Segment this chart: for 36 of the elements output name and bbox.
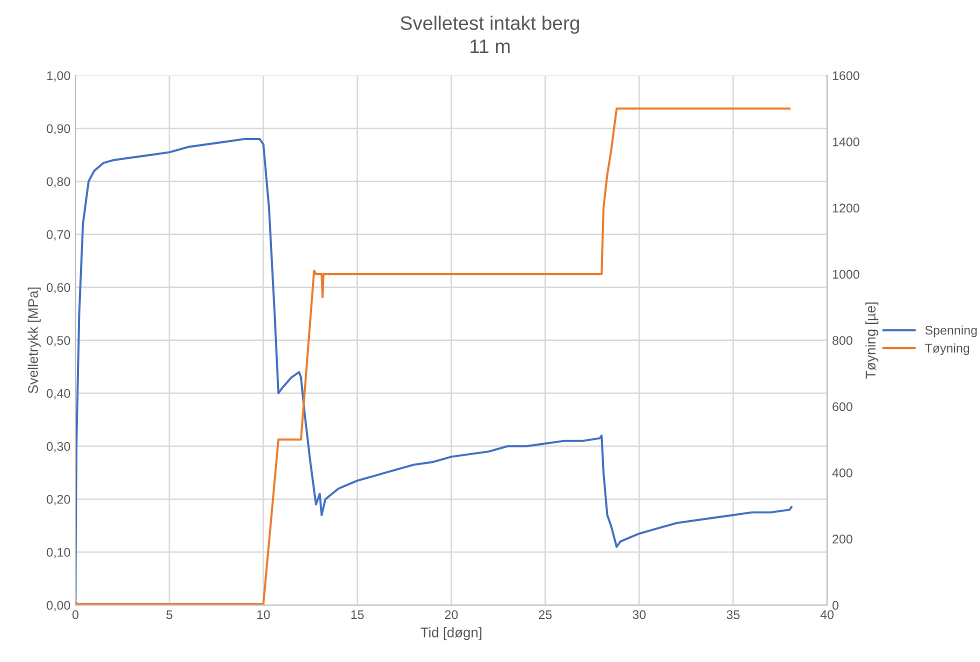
x-tick-label: 40	[820, 610, 834, 620]
y2-tick-label: 1600	[832, 71, 860, 80]
x-tick-label: 30	[632, 610, 646, 620]
chart-subtitle: 11 m	[470, 40, 510, 53]
legend-label: Spenning	[925, 325, 977, 338]
y-tick-label: 1,00	[47, 71, 70, 82]
x-tick-label: 20	[444, 610, 458, 620]
y2-tick-label: 1400	[832, 137, 860, 146]
legend-label: Tøyning	[925, 343, 970, 356]
y-tick-label: 0,30	[46, 442, 70, 452]
y2-tick-label: 1200	[832, 204, 860, 213]
x-tick-label: 5	[166, 610, 172, 620]
y-tick-label: 0,10	[46, 548, 70, 558]
y2-tick-label: 600	[832, 402, 852, 412]
x-tick-label: 0	[72, 610, 78, 620]
y-tick-label: 0,80	[46, 177, 70, 188]
chart-title: Svelletest intakt berg	[400, 16, 579, 34]
y-tick-label: 0,50	[46, 336, 70, 346]
y-tick-label: 0,70	[46, 230, 70, 240]
x-axis-title: Tid [døgn]	[420, 627, 482, 640]
y-tick-label: 0,40	[46, 389, 70, 400]
x-tick-label: 15	[351, 610, 364, 620]
y2-tick-label: 800	[832, 336, 852, 345]
y-tick-label: 0,60	[46, 283, 70, 294]
y-axis-title: Svelletrykk [MPa]	[28, 288, 41, 394]
x-tick-label: 35	[726, 610, 740, 620]
y2-tick-label: 0	[832, 600, 838, 610]
x-tick-label: 25	[538, 610, 552, 620]
y2-tick-label: 1000	[832, 270, 860, 279]
y2-axis-title: Tøyning [µe]	[865, 302, 878, 379]
y-tick-label: 0,00	[46, 600, 70, 612]
y-tick-label: 0,20	[46, 494, 70, 506]
y2-tick-label: 400	[832, 468, 852, 478]
x-tick-label: 10	[257, 610, 270, 620]
y-tick-label: 0,90	[46, 124, 70, 135]
y2-tick-label: 200	[832, 534, 852, 544]
